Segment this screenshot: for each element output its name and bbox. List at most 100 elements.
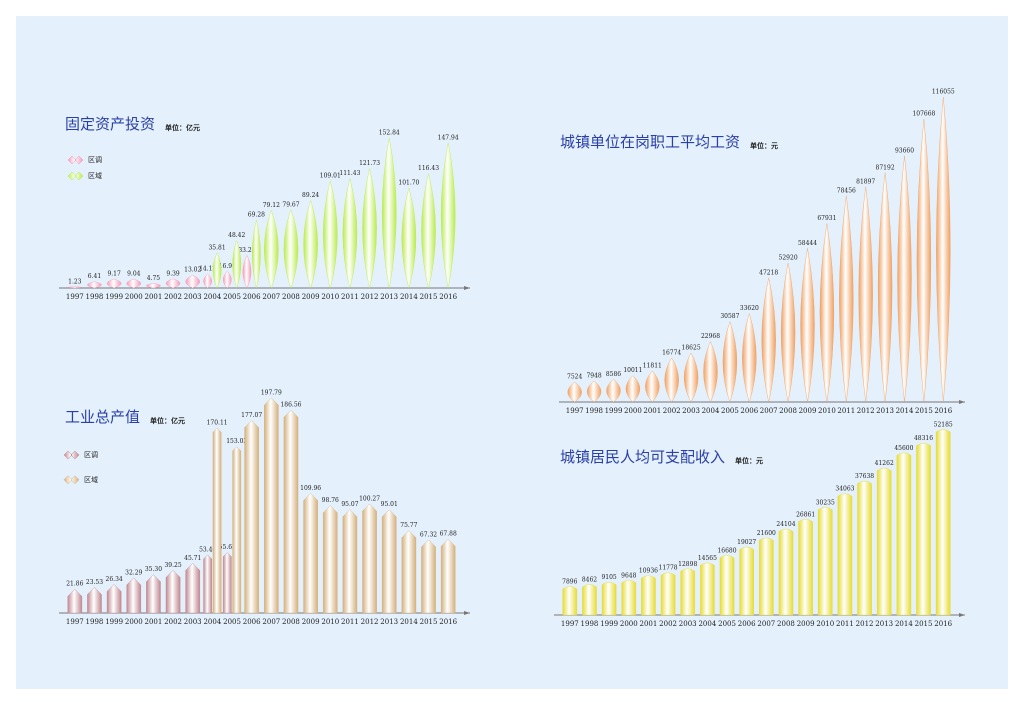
bar bbox=[582, 584, 597, 616]
x-tick-label: 2003 bbox=[679, 620, 697, 628]
bar bbox=[421, 539, 436, 614]
x-tick-label: 2012 bbox=[361, 618, 379, 626]
x-tick-label: 2002 bbox=[164, 293, 182, 301]
value-label: 197.79 bbox=[261, 390, 282, 397]
bar bbox=[165, 278, 181, 289]
bar bbox=[244, 420, 259, 614]
value-label: 109.96 bbox=[300, 485, 321, 492]
value-label: 109.01 bbox=[320, 173, 341, 180]
value-label: 45.71 bbox=[184, 555, 201, 562]
bar bbox=[916, 119, 932, 403]
bar bbox=[126, 577, 142, 614]
legend-label: 区调 bbox=[84, 450, 98, 459]
bar bbox=[185, 563, 200, 614]
x-tick-label: 2009 bbox=[302, 293, 320, 301]
bar bbox=[819, 223, 835, 403]
bar bbox=[664, 357, 679, 403]
x-tick-label: 2004 bbox=[698, 620, 716, 628]
x-tick-label: 1999 bbox=[605, 407, 623, 415]
value-label: 37638 bbox=[855, 473, 874, 480]
value-label: 52185 bbox=[934, 422, 953, 429]
bar bbox=[222, 552, 232, 614]
bar bbox=[252, 219, 261, 289]
value-label: 16774 bbox=[662, 349, 681, 356]
x-tick-label: 2007 bbox=[262, 293, 280, 301]
value-label: 16.91 bbox=[219, 263, 236, 270]
bar bbox=[303, 493, 318, 614]
value-label: 67931 bbox=[817, 215, 836, 222]
x-tick-label: 2013 bbox=[380, 293, 398, 301]
bar bbox=[126, 278, 142, 289]
x-tick-label: 2011 bbox=[341, 618, 359, 626]
bar bbox=[106, 278, 122, 289]
x-tick-label: 1997 bbox=[561, 620, 579, 628]
bar bbox=[106, 584, 122, 614]
bar bbox=[232, 239, 242, 289]
x-tick-label: 2010 bbox=[321, 293, 339, 301]
bar bbox=[700, 562, 715, 616]
value-label: 111.43 bbox=[339, 170, 360, 177]
x-tick-label: 2015 bbox=[915, 620, 933, 628]
value-label: 30235 bbox=[816, 499, 835, 506]
x-tick-label: 2007 bbox=[757, 620, 775, 628]
axis-arrow bbox=[959, 400, 965, 404]
chart-title: 固定资产投资 bbox=[65, 115, 155, 133]
x-tick-label: 2015 bbox=[420, 618, 438, 626]
x-tick-label: 2006 bbox=[738, 620, 756, 628]
x-tick-label: 2014 bbox=[896, 407, 914, 415]
value-label: 52920 bbox=[779, 254, 798, 261]
x-tick-label: 1999 bbox=[105, 293, 123, 301]
bar bbox=[440, 538, 456, 614]
x-tick-label: 2008 bbox=[779, 407, 797, 415]
x-tick-label: 2004 bbox=[702, 407, 720, 415]
value-label: 19027 bbox=[737, 539, 756, 546]
value-label: 11811 bbox=[643, 362, 662, 369]
bar bbox=[586, 380, 602, 403]
value-label: 41262 bbox=[875, 460, 894, 467]
x-tick-label: 2010 bbox=[818, 407, 836, 415]
bar bbox=[165, 570, 181, 614]
x-tick-label: 2011 bbox=[837, 407, 855, 415]
x-tick-label: 2013 bbox=[380, 618, 398, 626]
legend-marker bbox=[63, 475, 80, 485]
x-tick-label: 1997 bbox=[566, 407, 584, 415]
legend-label: 区调 bbox=[88, 155, 102, 164]
x-tick-label: 2008 bbox=[282, 293, 300, 301]
bar bbox=[146, 574, 161, 614]
value-label: 147.94 bbox=[438, 134, 459, 141]
value-label: 33620 bbox=[740, 305, 759, 312]
bar bbox=[703, 341, 718, 403]
bar bbox=[936, 96, 951, 403]
bar bbox=[798, 519, 813, 616]
bar bbox=[401, 187, 417, 289]
x-tick-label: 2009 bbox=[302, 618, 320, 626]
bar bbox=[896, 452, 912, 616]
value-label: 1.23 bbox=[68, 278, 82, 285]
value-label: 79.12 bbox=[263, 202, 280, 209]
value-label: 9.04 bbox=[127, 271, 141, 278]
x-tick-label: 2012 bbox=[856, 620, 874, 628]
x-tick-label: 2006 bbox=[243, 293, 261, 301]
bar bbox=[857, 480, 872, 616]
value-label: 9.17 bbox=[107, 271, 121, 278]
x-tick-label: 2006 bbox=[740, 407, 758, 415]
value-label: 53.46 bbox=[199, 546, 216, 553]
x-tick-label: 2005 bbox=[721, 407, 739, 415]
x-tick-label: 2009 bbox=[797, 620, 815, 628]
bar bbox=[645, 370, 660, 403]
x-tick-label: 2006 bbox=[243, 618, 261, 626]
value-label: 32.29 bbox=[125, 569, 142, 576]
bar bbox=[722, 321, 738, 403]
bar bbox=[283, 209, 299, 289]
bar bbox=[601, 582, 617, 616]
bar bbox=[146, 283, 161, 289]
bar bbox=[381, 509, 397, 614]
value-label: 81897 bbox=[856, 178, 875, 185]
bar bbox=[264, 397, 279, 614]
value-label: 45600 bbox=[894, 445, 913, 452]
bar bbox=[780, 262, 796, 403]
legend-label: 区域 bbox=[84, 475, 98, 484]
bar bbox=[778, 528, 794, 616]
bar bbox=[818, 507, 833, 616]
